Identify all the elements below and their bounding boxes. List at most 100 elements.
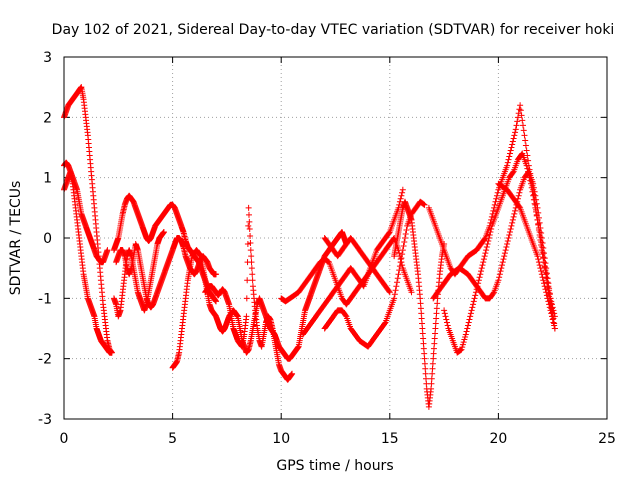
data-point-plus	[504, 241, 511, 248]
data-point-plus	[479, 262, 486, 269]
data-point-plus	[538, 239, 545, 246]
data-point-plus	[534, 216, 541, 223]
data-point-plus	[506, 231, 513, 238]
data-point-plus	[399, 186, 406, 193]
data-point-plus	[512, 207, 519, 214]
data-point-plus	[504, 162, 511, 169]
data-point-plus	[400, 243, 407, 250]
data-point-plus	[459, 341, 466, 348]
data-point-plus	[501, 253, 508, 260]
data-point-plus	[537, 265, 544, 272]
data-point-plus	[543, 270, 550, 277]
data-point-plus	[516, 189, 523, 196]
data-point-plus	[470, 301, 477, 308]
series-track-9	[234, 228, 350, 362]
data-point-plus	[536, 262, 543, 269]
data-point-plus	[519, 117, 526, 124]
data-point-plus	[508, 222, 515, 229]
data-point-plus	[482, 250, 489, 257]
data-point-plus	[472, 289, 479, 296]
data-point-plus	[462, 334, 469, 341]
data-point-plus	[461, 336, 468, 343]
data-point-plus	[533, 208, 540, 215]
data-point-plus	[395, 271, 402, 278]
data-point-plus	[467, 313, 474, 320]
data-point-plus	[391, 295, 398, 302]
data-point-plus	[535, 220, 542, 227]
data-point-plus	[420, 201, 427, 208]
data-point-plus	[550, 319, 557, 326]
data-point-plus	[420, 340, 427, 347]
data-point-plus	[490, 207, 497, 214]
data-point-plus	[478, 265, 485, 272]
data-point-plus	[488, 213, 495, 220]
data-point-plus	[244, 241, 251, 248]
data-point-plus	[517, 107, 524, 114]
data-point-plus	[485, 235, 492, 241]
data-point-plus	[528, 184, 535, 191]
data-point-plus	[537, 233, 544, 240]
data-point-plus	[483, 247, 490, 254]
data-point-plus	[532, 204, 539, 211]
data-point-plus	[516, 203, 523, 210]
data-point-plus	[506, 153, 513, 160]
data-point-plus	[396, 198, 403, 205]
data-point-plus	[526, 174, 533, 181]
data-point-plus	[458, 346, 465, 353]
data-point-plus	[213, 298, 220, 305]
data-point-plus	[512, 126, 519, 133]
data-point-plus	[469, 304, 476, 311]
data-point-plus	[518, 112, 525, 119]
data-point-plus	[543, 292, 550, 299]
data-point-plus	[509, 138, 516, 145]
data-point-plus	[394, 275, 401, 282]
y-tick-label: -2	[38, 352, 52, 368]
data-point-plus	[494, 189, 501, 196]
data-point-plus	[396, 267, 403, 274]
data-point-plus	[421, 201, 428, 208]
data-point-plus	[538, 268, 545, 275]
data-point-plus	[495, 277, 502, 284]
data-point-plus	[522, 137, 529, 144]
data-point-plus	[441, 307, 448, 314]
data-point-plus	[525, 168, 532, 175]
data-point-plus	[536, 219, 543, 226]
data-point-plus	[504, 159, 511, 166]
data-point-plus	[485, 238, 492, 245]
data-point-plus	[510, 213, 517, 220]
data-point-plus	[510, 135, 517, 142]
data-point-plus	[498, 265, 505, 272]
data-point-plus	[403, 226, 410, 233]
data-point-plus	[468, 307, 475, 314]
data-point-plus	[542, 260, 549, 267]
data-point-plus	[491, 201, 498, 208]
data-point-plus	[417, 295, 424, 302]
data-point-plus	[543, 279, 550, 286]
data-point-plus	[509, 141, 516, 148]
data-point-plus	[525, 157, 532, 164]
data-point-plus	[289, 370, 296, 377]
data-point-plus	[381, 320, 388, 327]
data-point-plus	[536, 228, 543, 235]
data-point-plus	[493, 192, 500, 199]
data-point-plus	[386, 229, 393, 236]
data-point-plus	[544, 275, 551, 282]
data-point-plus	[523, 162, 530, 169]
data-point-plus	[539, 240, 546, 247]
data-point-plus	[421, 355, 428, 362]
data-point-plus	[248, 253, 255, 260]
data-point-plus	[420, 345, 427, 352]
data-point-plus	[471, 295, 478, 302]
data-point-plus	[529, 188, 536, 195]
data-point-plus	[443, 319, 450, 326]
data-point-plus	[551, 325, 558, 332]
data-point-plus	[386, 288, 393, 295]
data-point-plus	[531, 200, 538, 207]
data-point-plus	[464, 322, 471, 329]
data-point-plus	[504, 238, 511, 245]
data-point-plus	[521, 132, 528, 139]
data-point-plus	[546, 304, 553, 311]
data-point-plus	[324, 258, 331, 265]
data-point-plus	[399, 247, 406, 254]
data-point-plus	[429, 370, 436, 377]
